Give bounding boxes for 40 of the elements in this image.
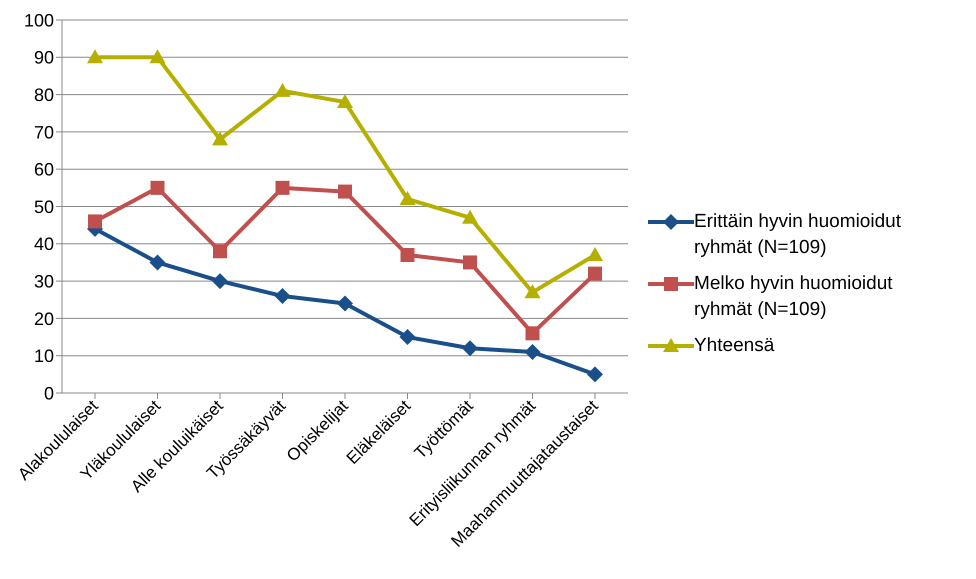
point: [150, 254, 166, 270]
y-tick-label: 90: [34, 48, 54, 68]
point: [400, 329, 416, 346]
y-tick-label: 10: [34, 346, 54, 366]
point: [463, 255, 477, 270]
point: [400, 248, 414, 262]
point: [87, 49, 103, 64]
point: [88, 214, 102, 228]
point: [337, 295, 353, 312]
point: [212, 131, 228, 146]
point: [462, 340, 478, 356]
point: [524, 344, 540, 360]
point: [212, 273, 228, 290]
point: [587, 246, 603, 261]
point: [338, 184, 352, 199]
y-tick-label: 30: [34, 271, 54, 292]
point: [524, 284, 540, 298]
y-tick-label: 60: [34, 160, 54, 180]
legend-label: Erittäin hyvin huomioidut ryhmät (N=109): [694, 210, 902, 260]
y-tick-label: 80: [34, 84, 54, 105]
point: [150, 49, 166, 64]
y-tick-label: 100: [24, 10, 54, 30]
y-tick-label: 20: [34, 308, 54, 329]
point: [588, 266, 602, 281]
point: [400, 191, 416, 206]
y-tick-label: 50: [34, 196, 54, 217]
point: [337, 94, 353, 108]
legend-label: Yhteensä: [694, 334, 774, 358]
point: [213, 244, 227, 258]
y-tick-label: 40: [34, 234, 54, 254]
legend-label: Melko hyvin huomioidut ryhmät (N=109): [694, 272, 894, 322]
y-tick-label: 0: [44, 383, 54, 404]
point: [274, 288, 290, 304]
y-tick-label: 70: [34, 122, 54, 142]
point: [276, 180, 290, 195]
point: [274, 82, 290, 97]
point: [587, 366, 603, 382]
point: [150, 180, 164, 195]
point: [526, 326, 540, 340]
point: [462, 210, 478, 224]
